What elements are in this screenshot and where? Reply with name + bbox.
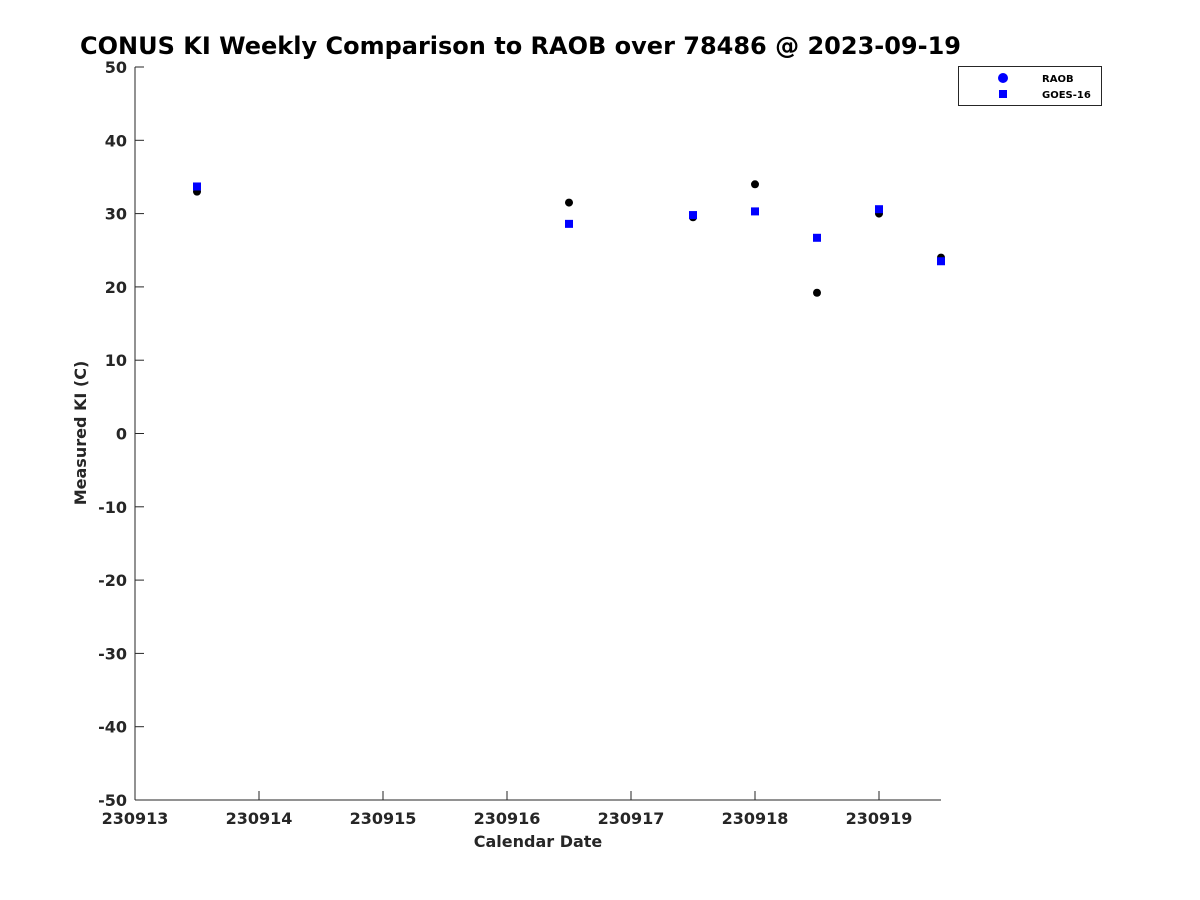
legend-marker-goes-16 [999,90,1007,98]
y-tick-label: 30 [105,205,127,224]
y-tick-label: -20 [98,571,127,590]
goes-16-point [813,233,821,242]
x-tick-label: 230915 [350,809,417,828]
y-tick-label: -50 [98,791,127,810]
x-tick-label: 230919 [846,809,913,828]
raob-point [751,180,759,189]
x-tick-label: 230918 [722,809,789,828]
goes-16-point [875,205,883,214]
y-tick-label: 0 [116,425,127,444]
x-axis-ticks: 230913 230914 230915 230916 230917 230918 2309… [102,791,913,828]
y-tick-label: -40 [98,718,127,737]
raob-point [813,288,821,297]
goes-16-point [689,211,697,220]
raob-point [565,198,573,207]
y-tick-label: -10 [98,498,127,517]
goes-16-point [565,219,573,228]
goes-16-point [937,257,945,266]
y-tick-label: 20 [105,278,127,297]
x-tick-label: 230916 [474,809,541,828]
x-tick-label: 230917 [598,809,665,828]
y-tick-label: 10 [105,351,127,370]
axes [134,67,941,801]
legend-label-goes-16: GOES-16 [1042,90,1091,101]
legend-label-raob: RAOB [1042,74,1074,85]
legend: RAOB GOES-16 [958,66,1102,106]
legend-box [958,66,1102,106]
x-axis-label: Calendar Date [474,832,603,851]
y-axis-ticks: -50 -40 -30 -20 -10 0 10 20 30 40 50 [98,58,144,810]
goes-16-point [193,182,201,191]
x-tick-label: 230913 [102,809,169,828]
y-tick-label: -30 [98,644,127,663]
y-tick-label: 50 [105,58,127,77]
goes-16-point [751,207,759,216]
data-points [193,180,945,297]
y-axis-label: Measured KI (C) [71,361,90,506]
chart-title: CONUS KI Weekly Comparison to RAOB over … [80,32,961,60]
y-tick-label: 40 [105,131,127,150]
x-tick-label: 230914 [226,809,293,828]
legend-marker-raob [998,73,1008,83]
